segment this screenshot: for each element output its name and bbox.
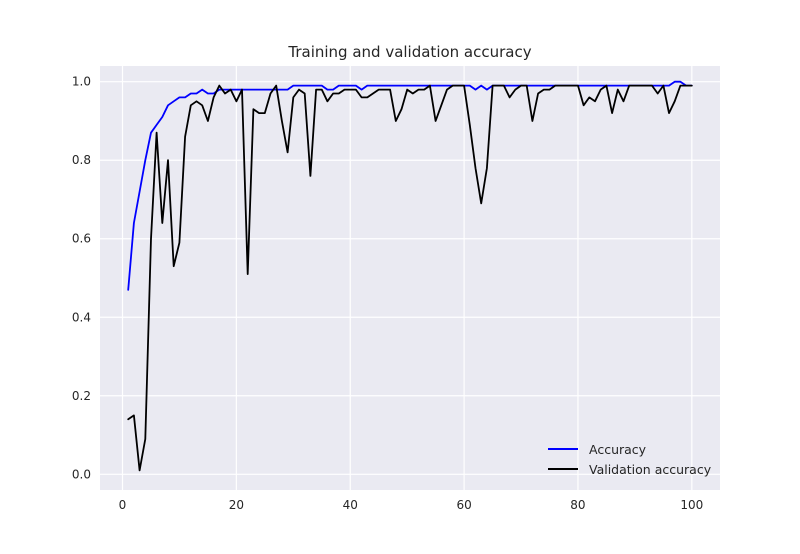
legend-label: Accuracy bbox=[589, 442, 647, 457]
x-tick-label: 0 bbox=[119, 498, 127, 512]
y-axis: 0.0 0.2 0.4 0.6 0.8 1.0 bbox=[72, 75, 91, 482]
series-line-validation-accuracy bbox=[127, 84, 693, 472]
plot-area bbox=[100, 66, 720, 490]
grid-lines bbox=[100, 66, 720, 490]
y-tick-label: 0.2 bbox=[72, 389, 91, 403]
x-tick-label: 100 bbox=[680, 498, 703, 512]
y-tick-label: 0.8 bbox=[72, 153, 91, 167]
x-tick-label: 80 bbox=[570, 498, 585, 512]
x-tick-label: 40 bbox=[343, 498, 358, 512]
chart-title: Training and validation accuracy bbox=[287, 43, 531, 61]
legend-label: Validation accuracy bbox=[589, 462, 712, 477]
legend: Accuracy Validation accuracy bbox=[548, 442, 712, 477]
y-tick-label: 1.0 bbox=[72, 75, 91, 89]
y-tick-label: 0.0 bbox=[72, 467, 91, 481]
x-tick-label: 60 bbox=[456, 498, 471, 512]
series-layer bbox=[127, 80, 693, 472]
x-tick-label: 20 bbox=[229, 498, 244, 512]
y-tick-label: 0.4 bbox=[72, 310, 91, 324]
y-tick-label: 0.6 bbox=[72, 232, 91, 246]
x-axis: 0 20 40 60 80 100 bbox=[119, 498, 704, 512]
